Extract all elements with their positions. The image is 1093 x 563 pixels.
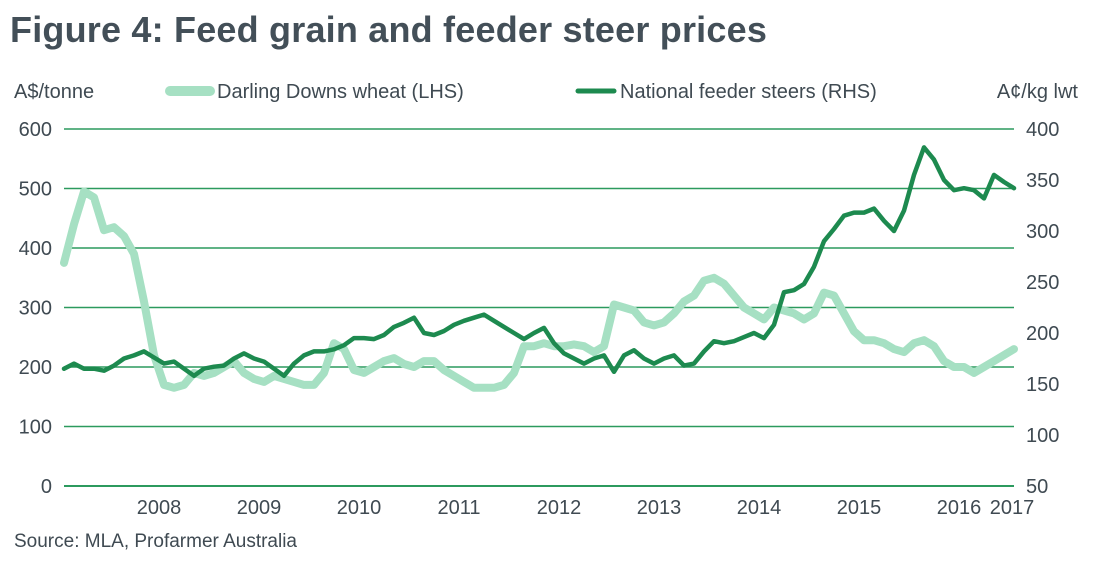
right-axis-title: A¢/kg lwt: [997, 81, 1079, 103]
legend: Darling Downs wheat (LHS) National feede…: [165, 81, 877, 103]
left-tick-label: 500: [19, 179, 52, 201]
right-tick-label: 250: [1026, 272, 1059, 294]
right-tick-label: 100: [1026, 425, 1059, 447]
left-tick-label: 0: [41, 476, 52, 498]
x-tick-label: 2008: [137, 497, 182, 519]
left-axis-title: A$/tonne: [14, 81, 94, 103]
x-axis-ticks: 2008 2009 2010 2011 2012 2013 2014 2015 2016 2017: [137, 497, 1035, 519]
left-axis-ticks: 0 100 200 300 400 500 600: [19, 119, 52, 498]
right-tick-label: 400: [1026, 119, 1059, 141]
x-tick-label: 2015: [837, 497, 882, 519]
right-axis-ticks: 50 100 150 200 250 300 350 400: [1026, 119, 1059, 498]
right-tick-label: 200: [1026, 323, 1059, 345]
left-tick-label: 300: [19, 298, 52, 320]
left-tick-label: 200: [19, 357, 52, 379]
x-tick-label: 2013: [637, 497, 682, 519]
x-tick-label: 2014: [737, 497, 782, 519]
page-title: Figure 4: Feed grain and feeder steer pr…: [10, 9, 768, 50]
right-tick-label: 150: [1026, 374, 1059, 396]
right-tick-label: 300: [1026, 221, 1059, 243]
left-tick-label: 100: [19, 417, 52, 439]
x-tick-label: 2016: [937, 497, 982, 519]
legend-label-wheat: Darling Downs wheat (LHS): [217, 81, 464, 103]
series-line-wheat: [60, 187, 1018, 392]
left-tick-label: 600: [19, 119, 52, 141]
series-line-steers: [61, 145, 1017, 379]
x-tick-label: 2017: [990, 497, 1035, 519]
x-tick-label: 2009: [237, 497, 282, 519]
x-tick-label: 2012: [537, 497, 582, 519]
source-note: Source: MLA, Profarmer Australia: [14, 531, 297, 552]
right-tick-label: 350: [1026, 170, 1059, 192]
right-tick-label: 50: [1026, 476, 1048, 498]
legend-label-steers: National feeder steers (RHS): [620, 81, 877, 103]
x-tick-label: 2010: [337, 497, 382, 519]
left-tick-label: 400: [19, 238, 52, 260]
x-tick-label: 2011: [437, 497, 480, 519]
gridlines: [64, 128, 1014, 487]
